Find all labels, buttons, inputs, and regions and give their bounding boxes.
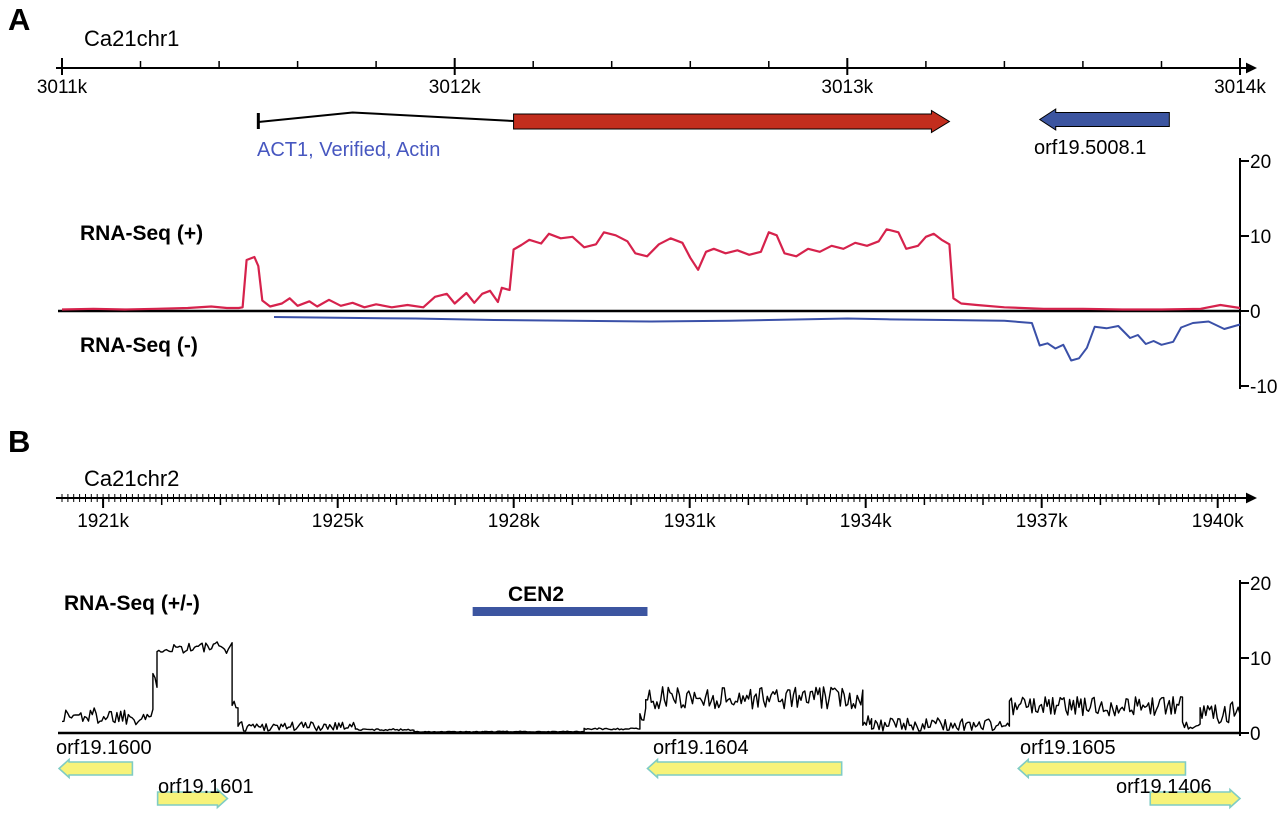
panel-b-ruler-tick-label: 1937k	[1016, 511, 1068, 532]
act1-intron-line	[258, 111, 514, 123]
panel-a-ruler-tick-label: 3012k	[429, 77, 481, 98]
gene-arrow-3	[1017, 757, 1187, 780]
panel-b-y-tick-label: 20	[1250, 574, 1271, 595]
rna-seq-plus-track-label: RNA-Seq (+)	[80, 222, 204, 245]
panel-b-ruler-tick-label: 1940k	[1192, 511, 1244, 532]
orf19-1406-gene-label: orf19.1406	[1116, 776, 1212, 798]
panel-b-letter: B	[8, 424, 31, 459]
gene-arrow-0	[57, 757, 134, 780]
orf19-5008-1-gene-arrow	[1038, 108, 1170, 131]
panel-a-y-tick-label: 10	[1250, 227, 1271, 248]
panel-a-chromosome-title: Ca21chr1	[84, 26, 180, 51]
panel-b-ruler-tick-label: 1925k	[312, 511, 364, 532]
panel-a-ruler-tick-label: 3014k	[1214, 77, 1266, 98]
panel-b-y-tick-label: 0	[1250, 724, 1261, 745]
rna-seq-combined-track-label: RNA-Seq (+/-)	[64, 592, 200, 615]
cen2-bar	[472, 607, 648, 616]
orf19-1600-gene-label: orf19.1600	[56, 737, 152, 759]
rna-seq-minus-trace	[273, 316, 1241, 362]
panel-a-y-tick-label: 20	[1250, 152, 1271, 173]
panel-b-chromosome-title: Ca21chr2	[84, 466, 180, 491]
panel-b-ruler-tick-label: 1921k	[77, 511, 129, 532]
panel-a-ruler: 3011k 3012k 3013k 3014k	[37, 58, 1266, 98]
act1-gene-label: ACT1, Verified, Actin	[257, 139, 441, 161]
panel-a-y-axis: 20 10 0 -10	[1239, 152, 1277, 398]
panel-a-letter: A	[8, 2, 31, 37]
panel-b-gene-arrows	[57, 757, 1242, 810]
gene-arrow-1	[156, 787, 229, 810]
orf19-1604-gene-label: orf19.1604	[653, 737, 749, 759]
rna-seq-combined-trace	[61, 641, 1241, 733]
orf19-5008-1-gene-label: orf19.5008.1	[1034, 137, 1147, 159]
act1-cds-arrow	[513, 109, 951, 134]
panel-b-y-axis: 20 10 0	[1239, 574, 1271, 745]
panel-a-y-tick-label: -10	[1250, 377, 1277, 398]
panel-b-ruler-tick-label: 1928k	[488, 511, 540, 532]
panel-b-ruler-tick-label: 1934k	[840, 511, 892, 532]
panel-a-y-tick-label: 0	[1250, 302, 1261, 323]
orf19-1601-gene-label: orf19.1601	[158, 776, 254, 798]
gene-arrow-2	[646, 757, 843, 780]
rna-seq-plus-trace	[61, 228, 1241, 311]
rna-seq-minus-track-label: RNA-Seq (-)	[80, 334, 198, 357]
orf19-1605-gene-label: orf19.1605	[1020, 737, 1116, 759]
panel-a-ruler-tick-label: 3013k	[821, 77, 873, 98]
panel-a-ruler-tick-label: 3011k	[37, 77, 88, 98]
panel-b-y-tick-label: 10	[1250, 649, 1271, 670]
cen2-label: CEN2	[507, 583, 565, 606]
panel-b-ruler-tick-label: 1931k	[664, 511, 716, 532]
panel-a-gene-models	[256, 108, 1170, 134]
panel-b-ruler: 1921k 1925k 1928k 1931k 1934k 1937k 1940k	[56, 492, 1257, 532]
gene-arrow-4	[1149, 787, 1242, 810]
